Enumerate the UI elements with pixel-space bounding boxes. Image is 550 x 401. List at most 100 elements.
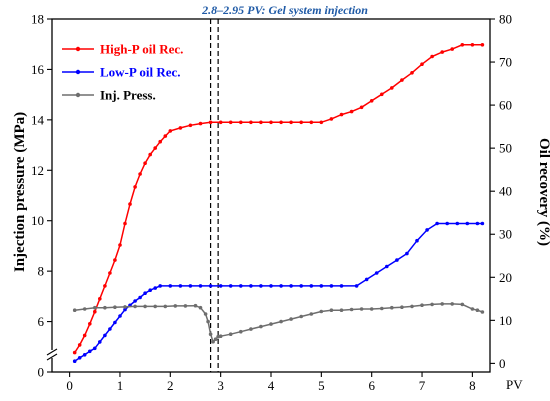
data-point bbox=[158, 284, 162, 288]
x-tick-label: 8 bbox=[469, 378, 476, 393]
data-point bbox=[123, 305, 127, 309]
data-point bbox=[82, 353, 87, 357]
right-tick-label: 20 bbox=[499, 270, 512, 285]
x-tick-label: 1 bbox=[117, 378, 124, 393]
legend-label: Inj. Press. bbox=[100, 88, 156, 103]
data-point bbox=[113, 305, 117, 310]
data-point bbox=[475, 221, 480, 226]
data-point bbox=[420, 62, 424, 66]
data-point bbox=[249, 120, 253, 125]
data-point bbox=[299, 314, 304, 319]
data-point bbox=[400, 78, 404, 82]
data-point bbox=[77, 356, 82, 360]
left-axis-title: Injection pressure (MPa) bbox=[12, 112, 28, 272]
data-point bbox=[213, 337, 218, 342]
data-point bbox=[98, 297, 102, 301]
data-point bbox=[183, 304, 188, 308]
data-point bbox=[374, 271, 379, 275]
annotation-label: 2.8–2.95 PV: Gel system injection bbox=[201, 3, 368, 17]
data-point bbox=[395, 258, 399, 262]
data-point bbox=[259, 324, 263, 329]
data-point bbox=[163, 304, 168, 309]
data-point bbox=[385, 264, 389, 269]
data-point bbox=[128, 202, 132, 206]
data-point bbox=[208, 120, 213, 125]
data-point bbox=[475, 308, 480, 313]
data-point bbox=[72, 308, 77, 313]
data-point bbox=[319, 120, 324, 125]
data-point bbox=[218, 284, 223, 288]
data-point bbox=[133, 185, 137, 189]
data-point bbox=[98, 340, 102, 344]
right-tick-label: 50 bbox=[499, 141, 512, 156]
data-point bbox=[153, 304, 157, 309]
legend-swatch-marker bbox=[75, 92, 81, 98]
data-point bbox=[400, 305, 404, 310]
data-point bbox=[77, 343, 82, 347]
data-point bbox=[208, 284, 213, 288]
data-point bbox=[410, 304, 414, 309]
data-point bbox=[148, 152, 152, 157]
data-point bbox=[198, 121, 203, 126]
data-point bbox=[369, 99, 374, 103]
data-point bbox=[440, 302, 445, 306]
left-tick-label: 18 bbox=[31, 12, 44, 27]
series-group bbox=[72, 43, 485, 364]
legend-label: Low-P oil Rec. bbox=[100, 65, 181, 80]
data-point bbox=[289, 120, 293, 125]
data-point bbox=[309, 312, 314, 316]
data-point bbox=[249, 327, 253, 331]
data-point bbox=[420, 303, 424, 308]
data-point bbox=[410, 71, 414, 75]
data-point bbox=[369, 307, 374, 311]
x-tick-label: 5 bbox=[318, 378, 325, 393]
legend-swatch-marker bbox=[75, 46, 81, 52]
legend-label: High-P oil Rec. bbox=[100, 42, 183, 57]
data-point bbox=[138, 295, 142, 300]
data-point bbox=[349, 109, 354, 114]
data-point bbox=[319, 309, 324, 314]
data-point bbox=[269, 284, 273, 288]
data-point bbox=[88, 322, 92, 326]
x-tick-label: 6 bbox=[368, 378, 375, 393]
data-point bbox=[339, 112, 344, 117]
data-point bbox=[329, 117, 334, 121]
data-point bbox=[193, 303, 198, 308]
axis-break-mark bbox=[46, 353, 58, 361]
data-point bbox=[208, 332, 213, 337]
data-point bbox=[103, 333, 107, 338]
data-point bbox=[480, 43, 485, 47]
right-tick-label: 80 bbox=[499, 12, 512, 27]
data-point bbox=[339, 284, 344, 288]
axis-break-mark bbox=[46, 348, 58, 356]
data-point bbox=[425, 228, 429, 232]
data-point bbox=[118, 314, 122, 318]
data-point bbox=[455, 221, 460, 226]
right-tick-label: 10 bbox=[499, 313, 512, 328]
data-point bbox=[239, 120, 243, 125]
data-point bbox=[218, 334, 223, 339]
data-point bbox=[168, 284, 173, 288]
data-point bbox=[329, 284, 334, 288]
data-point bbox=[198, 305, 203, 310]
data-point bbox=[460, 302, 465, 307]
data-point bbox=[153, 146, 157, 150]
data-point bbox=[103, 305, 107, 310]
data-point bbox=[380, 92, 384, 97]
data-point bbox=[299, 120, 304, 125]
left-tick-label: 10 bbox=[31, 213, 44, 228]
data-point bbox=[88, 349, 92, 354]
data-point bbox=[364, 277, 369, 282]
data-point bbox=[460, 43, 465, 47]
right-axis-title: Oil recovery (%) bbox=[536, 138, 550, 246]
right-tick-label: 60 bbox=[499, 98, 512, 113]
data-point bbox=[72, 350, 77, 355]
right-tick-label: 70 bbox=[499, 55, 512, 70]
data-point bbox=[354, 284, 359, 288]
data-point bbox=[359, 307, 364, 311]
data-point bbox=[480, 221, 485, 226]
data-point bbox=[118, 243, 122, 247]
data-point bbox=[211, 339, 215, 344]
data-point bbox=[93, 305, 97, 310]
